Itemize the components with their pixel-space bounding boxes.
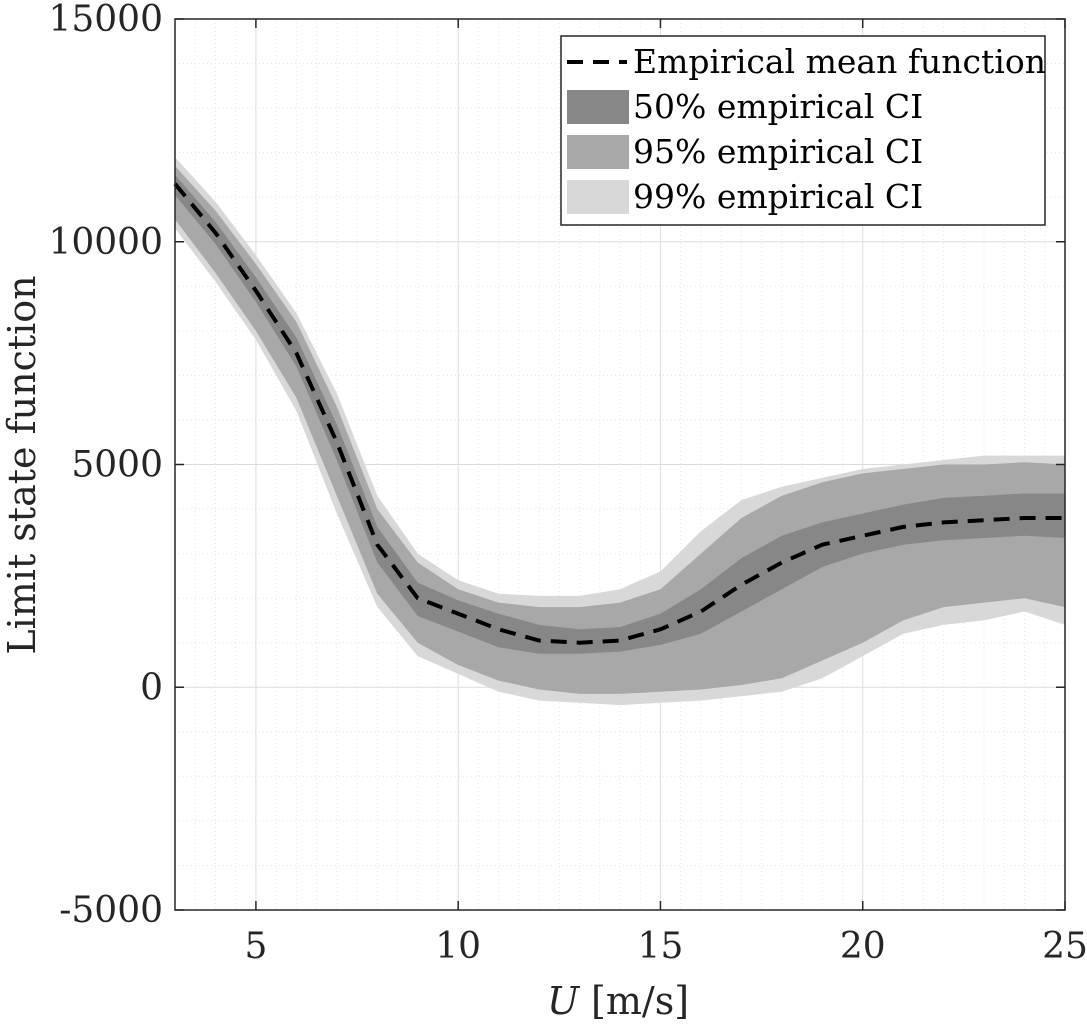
band-2 xyxy=(175,174,1065,654)
y-tick-label: 15000 xyxy=(48,0,163,40)
legend-swatch-patch xyxy=(567,135,629,169)
x-tick-label: 20 xyxy=(840,926,886,967)
x-tick-label: 15 xyxy=(638,926,684,967)
x-tick-label: 5 xyxy=(244,926,267,967)
legend: Empirical mean function 50% empirical CI 9… xyxy=(560,35,1046,226)
x-tick-label: 10 xyxy=(435,926,481,967)
axis-ticks xyxy=(175,18,1066,911)
x-tick-label: 25 xyxy=(1042,926,1087,967)
confidence-bands xyxy=(175,157,1065,706)
series-line-0 xyxy=(173,182,1065,645)
x-axis-unit: [m/s] xyxy=(579,979,689,1023)
legend-swatch-patch xyxy=(567,90,629,124)
legend-label: 50% empirical CI xyxy=(633,87,923,126)
legend-label: Empirical mean function xyxy=(633,42,1046,81)
mean-lines xyxy=(173,182,1065,645)
legend-label: 99% empirical CI xyxy=(633,177,923,216)
x-axis-label: U [m/s] xyxy=(547,979,689,1023)
y-tick-label: -5000 xyxy=(59,890,163,931)
legend-swatch-patch xyxy=(567,180,629,214)
axis-labels: U [m/s] Limit state function xyxy=(0,275,689,1023)
legend-label: 95% empirical CI xyxy=(633,132,923,171)
y-tick-label: 0 xyxy=(140,667,163,708)
y-tick-label: 5000 xyxy=(71,445,163,486)
y-axis-label: Limit state function xyxy=(0,275,44,654)
tick-labels: 5 10 15 20 25 -5000 0 5000 10000 15000 xyxy=(48,0,1087,967)
y-tick-label: 10000 xyxy=(48,222,163,263)
x-axis-variable: U xyxy=(547,979,581,1023)
legend-box xyxy=(560,35,1046,226)
